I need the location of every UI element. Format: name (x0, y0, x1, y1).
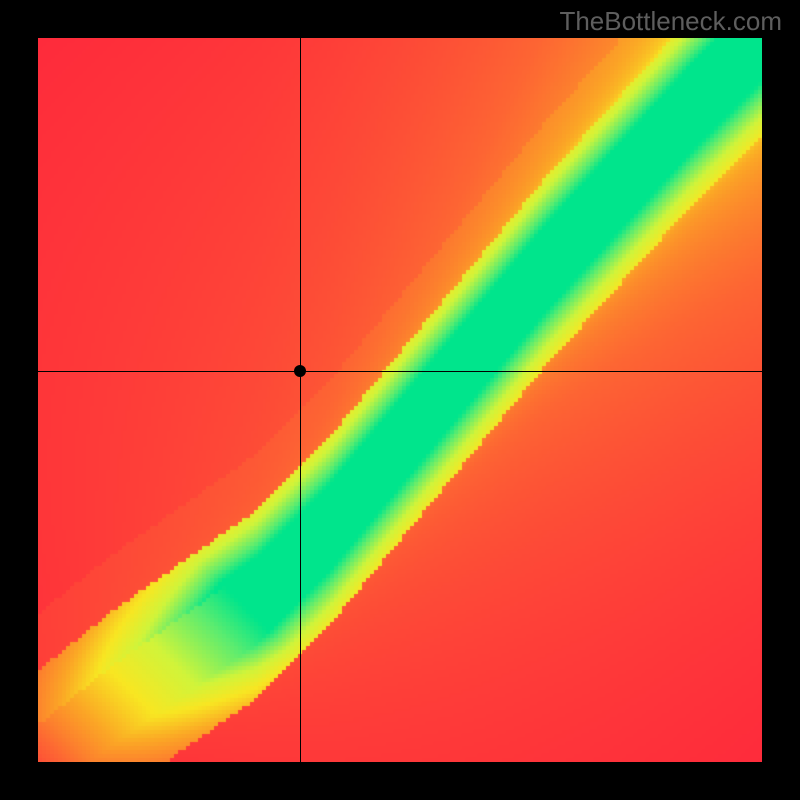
plot-area (38, 38, 762, 762)
crosshair-marker (294, 365, 306, 377)
watermark-text: TheBottleneck.com (559, 6, 782, 37)
chart-container: TheBottleneck.com (0, 0, 800, 800)
crosshair-horizontal (38, 371, 762, 372)
crosshair-vertical (300, 38, 301, 762)
heatmap-canvas (38, 38, 762, 762)
